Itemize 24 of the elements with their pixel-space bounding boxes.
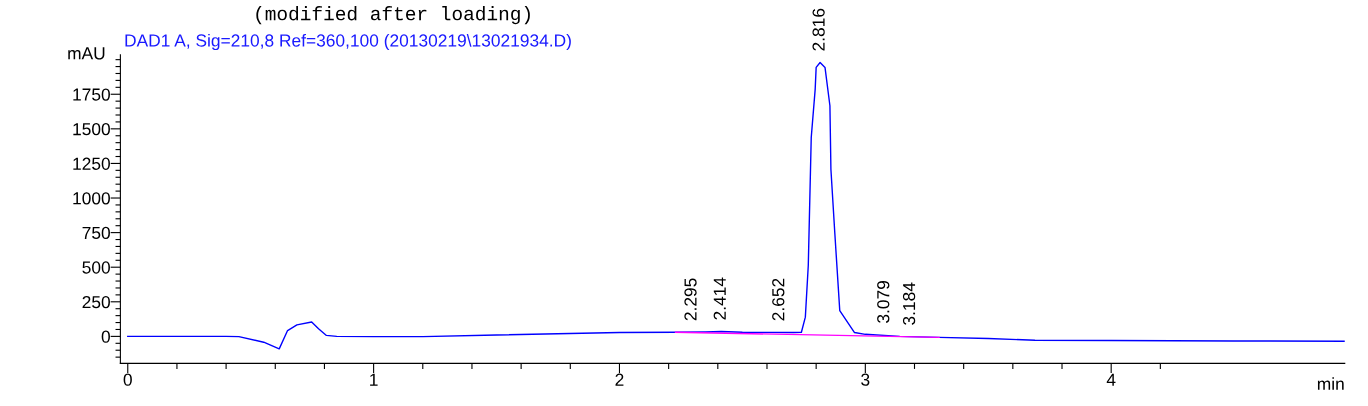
y-tick-label: 0 [101,330,110,343]
y-tick-label: 250 [82,295,110,309]
y-tick-label: 1250 [73,157,110,170]
x-tick-label: 1 [370,373,378,386]
y-tick-label: 500 [82,261,110,274]
x-tick-label: 0 [123,373,132,386]
annotation: 2.652 [772,278,785,321]
x-axis-title: min [1317,377,1344,390]
annotation: 3.079 [877,280,890,323]
annotation: 2.816 [812,8,825,51]
x-tick-label: 2 [615,373,624,386]
x-tick-label: 4 [1106,373,1116,386]
x-tick-label: 3 [861,373,870,386]
annotation: 3.184 [902,282,916,325]
y-tick-label: 750 [82,226,110,240]
chart-title: DAD1 A, Sig=210,8 Ref=360,100 (20130219\13021934.D) [125,33,571,51]
y-tick-label: 1750 [73,88,110,101]
line-series [127,61,1345,350]
y-tick-label: 1000 [73,192,110,205]
y-axis-title: mAU [68,47,105,60]
annotation: 2.414 [713,277,726,320]
y-tick-label: 1500 [73,123,110,136]
annotation: 2.295 [684,278,697,321]
text: (modified after loading) [256,6,530,25]
